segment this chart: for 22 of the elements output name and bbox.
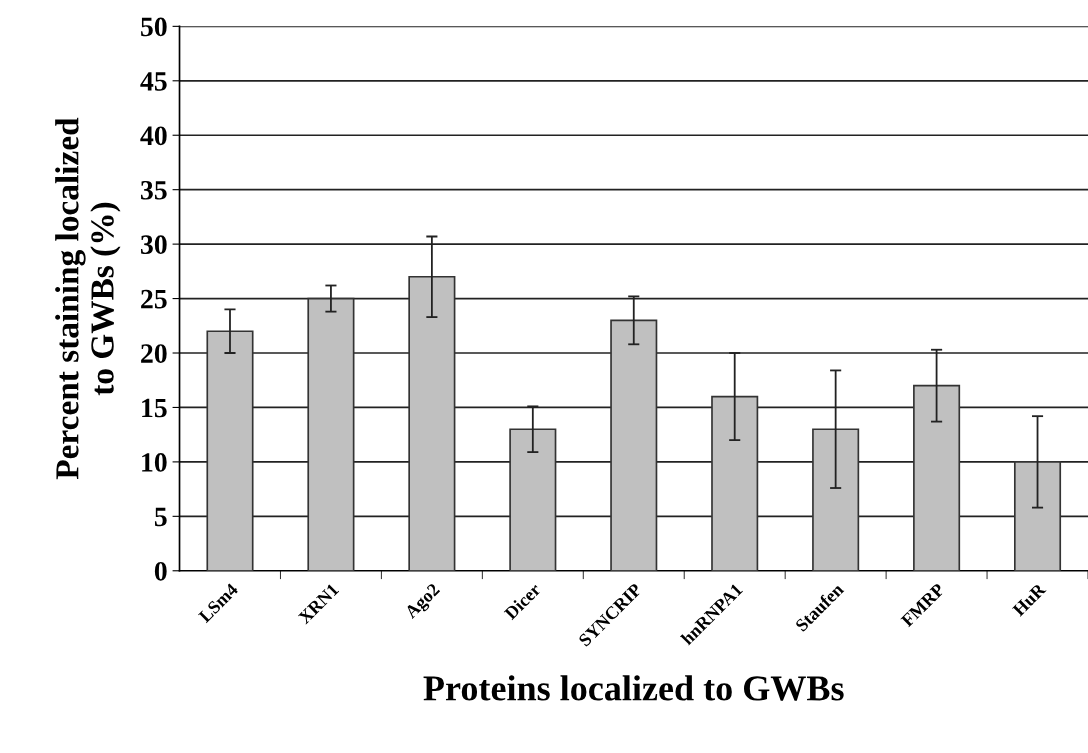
bar (1013, 461, 1062, 571)
bar (206, 330, 254, 571)
y-tick-label: 45 (140, 72, 167, 91)
bar (408, 275, 456, 571)
x-axis-title: Proteins localized to GWBs (423, 675, 844, 701)
y-tick-label: 0 (154, 561, 167, 581)
y-tick-label: 5 (154, 507, 167, 527)
y-tick-label: 50 (141, 17, 167, 37)
bar (509, 428, 557, 571)
bar (913, 384, 961, 571)
bar (610, 319, 658, 571)
y-tick-label: 10 (142, 453, 167, 472)
y-tick-label: 35 (140, 180, 167, 200)
y-tick-label: 40 (140, 126, 167, 146)
y-tick-label: 15 (142, 398, 167, 418)
y-tick-label: 20 (141, 344, 167, 363)
bar (812, 428, 860, 571)
y-axis-title: Percent staining localized to GWBs (%) (55, 117, 121, 480)
y-tick-label: 25 (141, 289, 167, 309)
bar (307, 297, 355, 571)
bar (711, 395, 759, 571)
y-tick-label: 30 (140, 235, 167, 255)
